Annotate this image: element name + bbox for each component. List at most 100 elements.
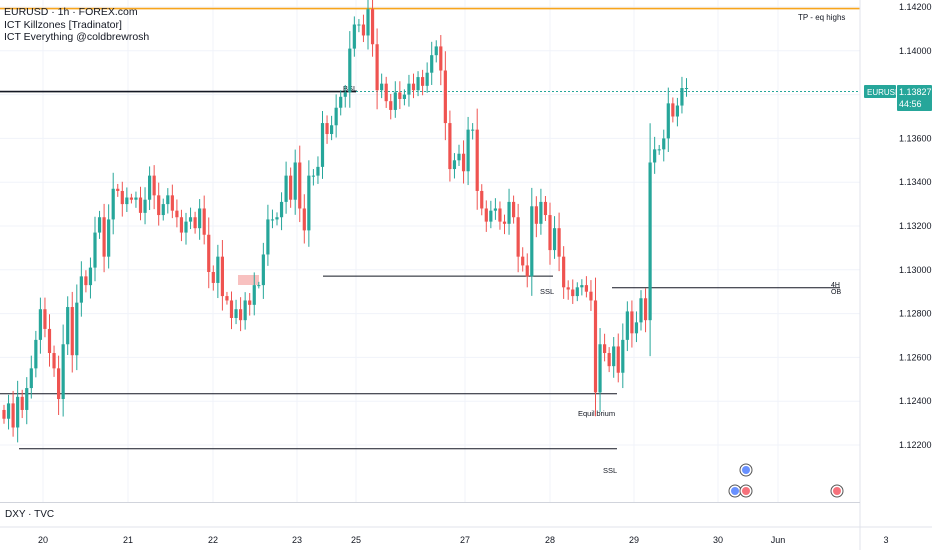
candle-body [252, 285, 256, 305]
candle-body [93, 232, 97, 268]
indicator-ict-everything[interactable]: ICT Everything @coldbrewrosh [4, 31, 150, 43]
candle-body [684, 88, 689, 90]
price-tick-label: 1.12200 [899, 440, 932, 450]
candle-body [370, 9, 375, 45]
dxy-pane-label[interactable]: DXY · TVC [5, 509, 55, 520]
candle-body [307, 175, 311, 231]
candle-body [512, 201, 516, 218]
tp-label: TP - eq highs [798, 13, 845, 22]
price-tick-label: 1.12600 [899, 352, 932, 362]
candle-body [607, 353, 611, 367]
candle-body [184, 221, 188, 233]
candle-body [243, 300, 247, 321]
candle-body [298, 162, 302, 209]
candle-body [166, 195, 170, 205]
equilibrium-label: Equilibrium [578, 409, 615, 418]
candle-body [566, 287, 570, 290]
candle-body [666, 103, 670, 139]
candle-body [662, 138, 666, 150]
candles [2, 0, 689, 443]
candle-body [621, 339, 625, 373]
candle-body [234, 309, 238, 318]
candle-body [34, 339, 38, 369]
candle-body [179, 217, 184, 233]
candle-body [66, 307, 70, 345]
candle-body [657, 149, 661, 151]
candle-body [366, 9, 370, 36]
candle-body [516, 217, 520, 257]
price-tick-label: 1.13600 [899, 133, 932, 143]
price-tick-label: 1.14000 [899, 46, 932, 56]
price-tick-label: 1.12400 [899, 396, 932, 406]
candle-body [207, 234, 211, 272]
candle-body [398, 92, 402, 99]
candle-body [407, 83, 411, 95]
candle-body [25, 388, 29, 410]
candle-body [138, 197, 143, 213]
indicator-killzones[interactable]: ICT Killzones [Tradinator] [4, 18, 122, 31]
fvg-boxes [238, 275, 259, 285]
candle-body [316, 166, 320, 176]
candle-body [643, 298, 648, 321]
price-axis: 1.142001.140001.138001.136001.134001.132… [859, 0, 932, 550]
time-tick-label: 20 [38, 535, 48, 545]
candle-body [61, 344, 65, 400]
candle-body [680, 88, 684, 106]
candle-body [43, 309, 47, 329]
candle-body [261, 254, 265, 286]
candle-body [334, 107, 338, 126]
candle-body [289, 175, 293, 200]
candle-body [248, 300, 252, 305]
candle-body [111, 188, 115, 220]
candle-body [634, 322, 639, 334]
candle-body [439, 46, 443, 71]
candle-body [653, 149, 657, 163]
candle-body [589, 291, 593, 301]
candle-body [625, 311, 629, 340]
price-tick-label: 1.14200 [899, 2, 932, 12]
chart-legend: EURUSD · 1h · FOREX.com ICT Killzones [T… [4, 6, 149, 44]
fvg-box [238, 275, 259, 285]
candle-body [384, 83, 388, 102]
candle-body [603, 344, 607, 354]
candle-body [648, 162, 652, 321]
candle-body [202, 208, 206, 235]
candle-body [416, 77, 420, 91]
candle-body [543, 201, 548, 216]
candle-body [411, 83, 416, 91]
pane-separator[interactable] [0, 502, 860, 503]
candle-body [430, 55, 434, 73]
candle-body [357, 24, 361, 26]
candle-body [552, 228, 557, 251]
candle-body [448, 123, 452, 170]
candle-body [129, 197, 133, 200]
candle-body [325, 123, 329, 135]
candle-body [580, 285, 584, 288]
candle-body [348, 48, 352, 93]
candle-body [16, 396, 20, 428]
candle-body [421, 77, 425, 86]
ssl-upper-label: SSL [540, 287, 554, 296]
candle-body [548, 215, 552, 251]
candle-body [630, 311, 634, 334]
candle-body [393, 92, 397, 110]
symbol-title[interactable]: EURUSD · 1h · FOREX.com [4, 6, 138, 18]
candle-body [107, 219, 111, 257]
candle-body [584, 285, 588, 292]
candle-body [20, 396, 24, 410]
candle-body [29, 368, 33, 389]
candle-body [361, 24, 366, 36]
ob-label-bottom: OB [831, 289, 841, 296]
flag-icon [742, 466, 750, 474]
candle-body [443, 70, 447, 124]
flag-icon [731, 487, 739, 495]
candle-body [188, 217, 193, 222]
candle-body [375, 44, 379, 91]
ob-label-top: 4H [831, 282, 840, 289]
candle-body [498, 208, 502, 222]
candle-body [489, 210, 493, 222]
symbol-badge [864, 85, 896, 98]
candle-body [102, 217, 106, 257]
candle-body [598, 344, 602, 393]
